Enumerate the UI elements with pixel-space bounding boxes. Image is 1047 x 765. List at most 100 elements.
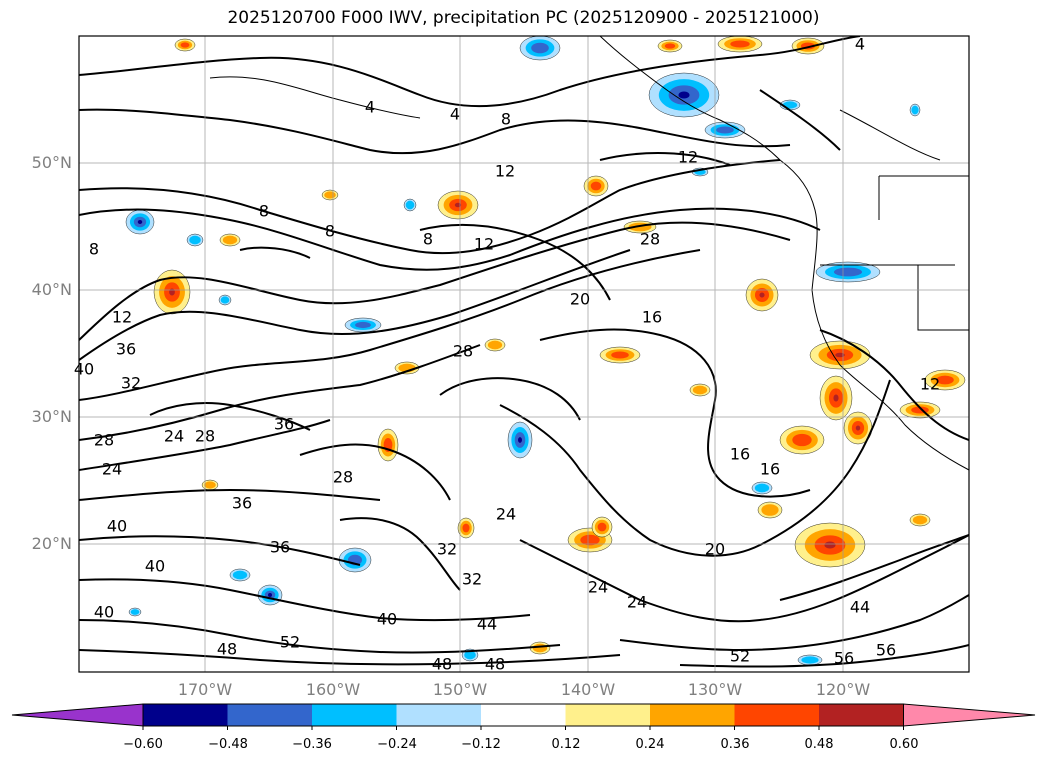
positive-precip-anomaly (204, 481, 216, 489)
contour-label: 44 (850, 598, 870, 617)
contour-label: 20 (705, 540, 725, 559)
colorbar-segment (312, 704, 397, 726)
colorbar-segment (396, 704, 481, 726)
contour-label: 16 (760, 460, 780, 479)
contour-label: 44 (477, 615, 497, 634)
contour-label: 24 (588, 578, 608, 597)
contour-labels: 4 448888812121212121616162020242424242428… (74, 35, 940, 674)
contour-label: 28 (640, 230, 660, 249)
figure-title: 2025120700 F000 IWV, precipitation PC (2… (227, 8, 820, 28)
positive-precip-anomaly (324, 191, 336, 199)
positive-precip-anomaly (835, 352, 845, 358)
colorbar-tick-label: 0.12 (551, 737, 581, 752)
colorbar-tick-label: 0.48 (804, 737, 834, 752)
contour-label: 12 (920, 375, 940, 394)
negative-precip-anomaly (189, 235, 201, 245)
contour-label: 20 (570, 290, 590, 309)
positive-precip-anomaly (692, 385, 708, 395)
contour-label: 8 (501, 110, 511, 129)
contour-label: 56 (834, 649, 854, 668)
lat-label-20n: 20°N (31, 534, 72, 553)
contour-label: 12 (495, 162, 515, 181)
negative-precip-anomaly (531, 42, 549, 54)
contour-label: 52 (730, 647, 750, 666)
colorbar-segment (227, 704, 312, 726)
positive-precip-anomaly (611, 351, 629, 359)
colorbar-tick-label: 0.36 (720, 737, 750, 752)
contour-label: 40 (107, 517, 127, 536)
positive-precip-anomaly (824, 541, 836, 549)
positive-precip-anomaly (912, 515, 928, 525)
contour-label: 24 (102, 460, 122, 479)
colorbar-tick-label: −0.24 (377, 737, 417, 752)
colorbar-segment (734, 704, 819, 726)
negative-precip-anomaly (355, 321, 371, 329)
contour-label: 8 (89, 240, 99, 259)
plot-frame (78, 35, 970, 673)
contour-label: 8 (259, 202, 269, 221)
contour-label: 36 (270, 538, 290, 557)
colorbar-tick-label: 0.60 (889, 737, 919, 752)
graticule (79, 36, 969, 672)
colorbar-segment (481, 704, 566, 726)
coastlines (209, 36, 969, 471)
contour-label: 16 (730, 445, 750, 464)
negative-precip-anomaly (137, 220, 143, 224)
negative-precip-anomaly (268, 593, 272, 597)
negative-precip-anomaly (833, 267, 863, 277)
contour-label: 12 (112, 308, 132, 327)
positive-precip-anomaly (180, 42, 190, 48)
contour-label: 28 (195, 427, 215, 446)
contour-label: 40 (145, 557, 165, 576)
contour-label: 4 (450, 105, 460, 124)
colorbar-tick-label: −0.48 (208, 737, 248, 752)
iwv-contours (79, 36, 969, 668)
lon-label-130w: 130°W (687, 680, 743, 699)
positive-precip-anomaly (487, 340, 503, 350)
colorbar-segment (650, 704, 735, 726)
colorbar-segment (819, 704, 904, 726)
colorbar-outline (142, 703, 904, 727)
lon-label-120w: 120°W (815, 680, 871, 699)
colorbar-tick-label: −0.12 (461, 737, 501, 752)
map-layers (79, 36, 969, 668)
contour-label: 24 (164, 427, 184, 446)
negative-precip-anomaly (464, 650, 476, 660)
lon-label-160w: 160°W (305, 680, 361, 699)
contour-label: 24 (627, 593, 647, 612)
colorbar-extend-max (903, 703, 1036, 727)
contour-label: 52 (280, 633, 300, 652)
contour-label: 40 (377, 610, 397, 629)
contour-label: 40 (74, 360, 94, 379)
negative-precip-anomaly (232, 570, 248, 580)
contour-label: 32 (437, 540, 457, 559)
contour-label: 4 (365, 98, 375, 117)
positive-precip-anomaly (462, 523, 470, 533)
contour-label: 32 (462, 570, 482, 589)
negative-precip-anomaly (911, 105, 919, 115)
contour-label: 24 (496, 505, 516, 524)
positive-precip-anomaly (580, 534, 600, 546)
lon-label-170w: 170°W (177, 680, 233, 699)
negative-precip-anomaly (754, 483, 770, 493)
contour-label: 36 (274, 415, 294, 434)
contour-label: 36 (232, 494, 252, 513)
positive-precip-anomaly (936, 375, 954, 385)
colorbar-extend-min (11, 703, 144, 727)
negative-precip-anomaly (405, 200, 415, 210)
lat-label-50n: 50°N (31, 153, 72, 172)
contour-label: 4 (855, 35, 865, 54)
contour-label: 32 (121, 374, 141, 393)
positive-precip-anomaly (730, 40, 750, 48)
lon-label-140w: 140°W (560, 680, 616, 699)
positive-precip-anomaly (792, 433, 812, 447)
positive-precip-anomaly (222, 235, 238, 245)
positive-precip-anomaly (532, 643, 548, 653)
contour-label: 56 (876, 641, 896, 660)
contour-label: 48 (432, 655, 452, 674)
contour-label: 16 (642, 308, 662, 327)
positive-precip-anomaly (597, 522, 607, 532)
colorbar-tick-label: −0.36 (292, 737, 332, 752)
lat-label-30n: 30°N (31, 407, 72, 426)
